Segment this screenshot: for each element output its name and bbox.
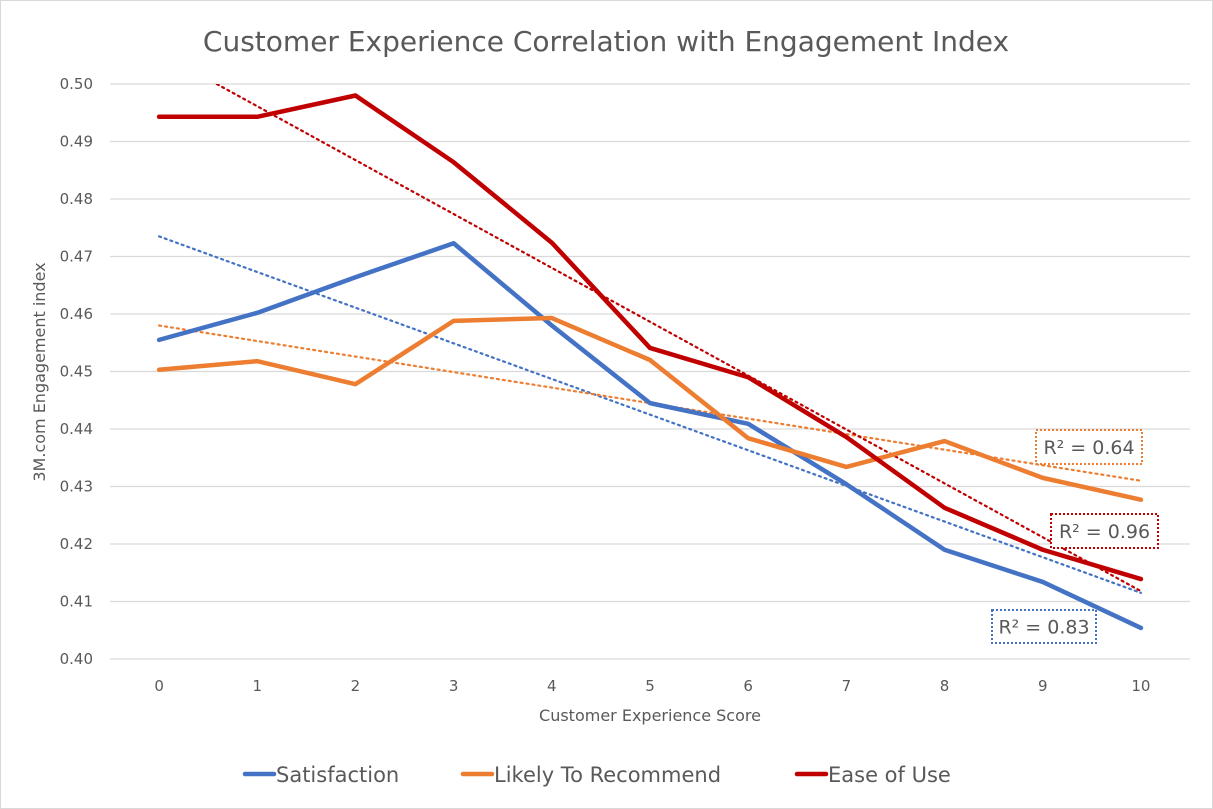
r2-box [1035,429,1143,465]
legend-label: Ease of Use [828,763,951,787]
y-tick-label: 0.43 [60,478,93,496]
x-tick-label: 5 [645,677,655,695]
x-tick-label: 6 [743,677,753,695]
legend-item-satisfaction[interactable]: Satisfaction [242,763,399,787]
r2-text: R² = 0.83 [998,617,1089,639]
x-tick-label: 4 [547,677,557,695]
r2-box [991,609,1097,644]
x-axis-ticks: 0 1 2 3 4 5 6 7 8 9 10 [154,677,1150,695]
r2-label-ease-of-use: R² = 0.96 [1050,513,1159,549]
r2-text: R² = 0.64 [1043,437,1134,459]
y-tick-label: 0.45 [60,363,93,381]
x-tick-label: 10 [1131,677,1150,695]
series-line-ease-of-use [156,93,1144,582]
x-tick-label: 1 [252,677,262,695]
y-tick-label: 0.46 [60,305,93,323]
trendline-satisfaction [157,235,1143,594]
x-tick-label: 0 [154,677,164,695]
x-tick-label: 9 [1038,677,1048,695]
r2-box [1050,513,1159,549]
r2-label-likely-to-recommend: R² = 0.64 [1035,429,1143,465]
legend-label: Likely To Recommend [494,763,721,787]
r2-text: R² = 0.96 [1059,521,1150,543]
x-tick-label: 8 [940,677,950,695]
y-tick-label: 0.49 [60,133,93,151]
legend: Satisfaction Likely To Recommend Ease of U… [242,763,951,787]
chart-title: Customer Experience Correlation with Eng… [203,25,1009,58]
x-tick-label: 2 [351,677,361,695]
x-tick-label: 7 [842,677,852,695]
legend-label: Satisfaction [276,763,399,787]
y-tick-label: 0.40 [60,650,93,668]
legend-item-likely-to-recommend[interactable]: Likely To Recommend [460,763,721,787]
series-lines [156,93,1144,631]
y-tick-label: 0.50 [60,75,93,93]
y-tick-label: 0.47 [60,248,93,266]
trendline-ease-of-use [214,84,1143,593]
y-axis-title: 3M.com Engagement index [30,262,49,481]
y-tick-label: 0.42 [60,535,93,553]
y-axis-ticks: 0.40 0.41 0.42 0.43 0.44 0.45 0.46 0.47 0.48 0.49… [60,75,93,668]
r2-label-satisfaction: R² = 0.83 [991,609,1097,644]
y-tick-label: 0.44 [60,420,93,438]
y-tick-label: 0.41 [60,593,93,611]
series-line-satisfaction [156,241,1144,631]
legend-item-ease-of-use[interactable]: Ease of Use [794,763,951,787]
trendlines [157,84,1143,594]
x-tick-label: 3 [449,677,459,695]
r2-labels: R² = 0.83 R² = 0.64 R² = 0.96 [991,429,1159,644]
y-tick-label: 0.48 [60,190,93,208]
gridlines [110,83,1190,660]
x-axis-title: Customer Experience Score [539,706,761,725]
